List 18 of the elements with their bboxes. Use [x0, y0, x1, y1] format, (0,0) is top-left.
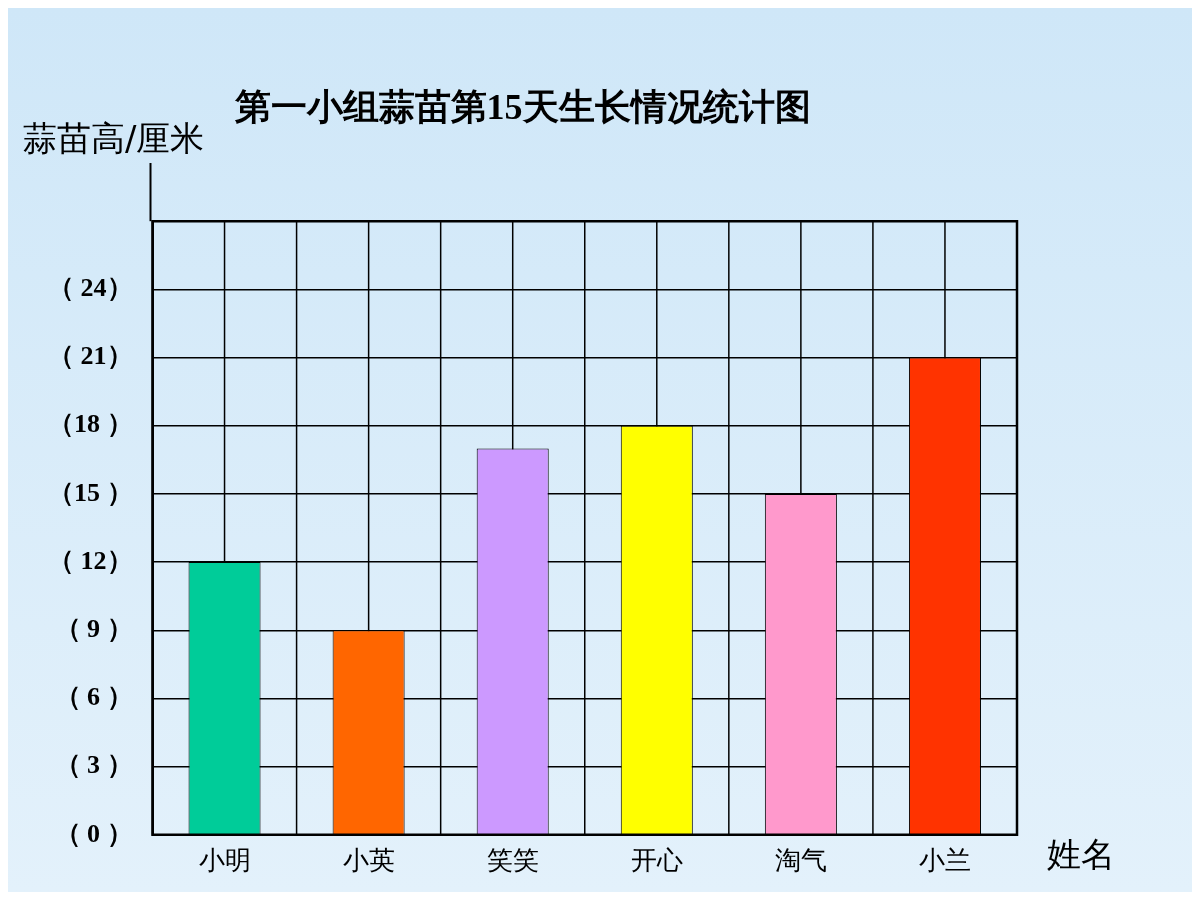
x-axis-title: 姓名: [1047, 833, 1115, 874]
y-tick-label: （18 ）: [48, 409, 133, 439]
x-tick-label: 小英: [342, 845, 395, 876]
x-tick-label: 开心: [630, 845, 683, 876]
x-tick-label: 笑笑: [486, 845, 539, 876]
y-tick-label: （15 ）: [48, 477, 133, 507]
x-tick-label: 小明: [198, 845, 251, 876]
y-tick-label: （ 24）: [48, 273, 133, 303]
y-axis-title: 蒜苗高/厘米: [23, 117, 205, 158]
y-tick-label: （ 3 ）: [54, 750, 133, 780]
y-tick-label: （ 0 ）: [54, 818, 133, 848]
x-tick-label: 小兰: [918, 845, 971, 876]
x-tick-label: 淘气: [774, 845, 827, 876]
chart-title: 第一小组蒜苗第15天生长情况统计图: [233, 86, 811, 127]
y-tick-label: （ 9 ）: [54, 613, 133, 643]
y-tick-label: （ 6 ）: [54, 682, 133, 712]
y-tick-label: （ 21）: [48, 341, 133, 371]
y-tick-label: （ 12）: [48, 545, 133, 575]
